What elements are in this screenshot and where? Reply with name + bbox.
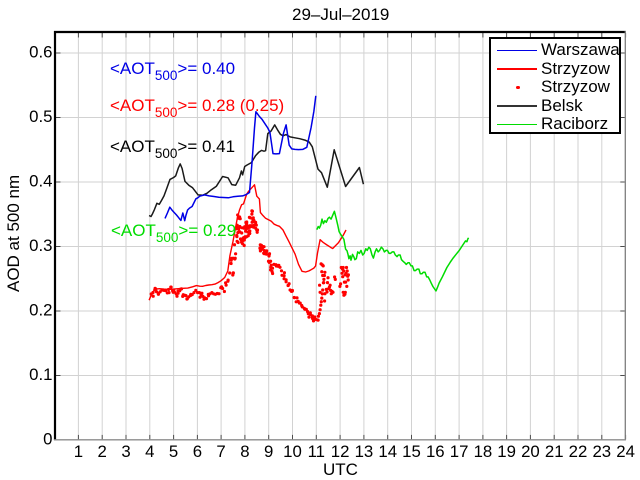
svg-text:24: 24 (616, 442, 635, 461)
svg-text:0.3: 0.3 (29, 236, 52, 255)
svg-text:8: 8 (240, 442, 249, 461)
svg-text:22: 22 (569, 442, 588, 461)
svg-text:23: 23 (592, 442, 611, 461)
svg-text:18: 18 (474, 442, 493, 461)
svg-text:17: 17 (450, 442, 469, 461)
svg-text:4: 4 (145, 442, 154, 461)
svg-text:7: 7 (216, 442, 225, 461)
svg-text:16: 16 (426, 442, 445, 461)
svg-text:3: 3 (121, 442, 130, 461)
svg-text:0: 0 (43, 430, 52, 449)
svg-text:0.6: 0.6 (29, 43, 52, 62)
svg-text:9: 9 (264, 442, 273, 461)
svg-text:10: 10 (283, 442, 302, 461)
svg-text:5: 5 (169, 442, 178, 461)
svg-text:11: 11 (308, 442, 325, 461)
svg-text:19: 19 (497, 442, 516, 461)
svg-text:0.5: 0.5 (29, 107, 52, 126)
svg-text:0.1: 0.1 (29, 365, 52, 384)
svg-text:6: 6 (193, 442, 202, 461)
svg-text:13: 13 (355, 442, 374, 461)
svg-text:14: 14 (378, 442, 397, 461)
svg-text:0.4: 0.4 (29, 172, 52, 191)
svg-text:2: 2 (98, 442, 107, 461)
svg-text:0.2: 0.2 (29, 301, 52, 320)
svg-text:1: 1 (74, 442, 83, 461)
svg-text:21: 21 (545, 442, 564, 461)
svg-text:15: 15 (402, 442, 421, 461)
svg-text:20: 20 (521, 442, 540, 461)
svg-text:12: 12 (331, 442, 350, 461)
